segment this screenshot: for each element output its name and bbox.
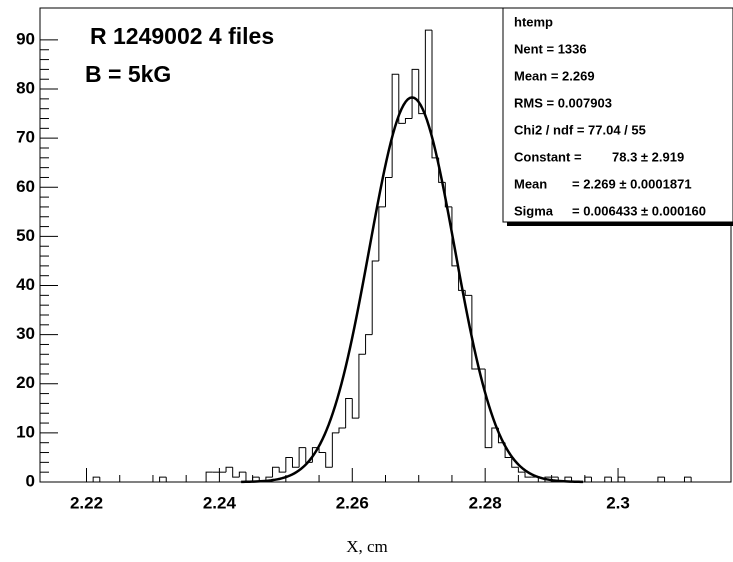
histogram-bin xyxy=(657,476,665,482)
histogram-bin xyxy=(444,182,452,208)
y-tick-label: 90 xyxy=(16,29,35,48)
histogram-bin xyxy=(99,477,107,483)
histogram-bin xyxy=(92,476,100,482)
stats-value: = 2.269 ± 0.0001871 xyxy=(572,176,692,191)
x-tick-label: 2.3 xyxy=(606,493,630,512)
histogram-bin xyxy=(331,432,339,468)
histogram-bin xyxy=(305,447,313,463)
histogram-bin xyxy=(584,476,592,482)
histogram-bin xyxy=(391,73,399,178)
histogram-bin xyxy=(371,260,379,335)
histogram-bin xyxy=(351,398,359,419)
x-axis-label: X, cm xyxy=(346,537,388,556)
histogram-bin xyxy=(617,476,625,482)
histogram-bin xyxy=(285,456,293,473)
y-tick-label: 40 xyxy=(16,275,35,294)
x-tick-label: 2.28 xyxy=(469,493,502,512)
histogram-bin xyxy=(365,334,373,355)
histogram-bin xyxy=(232,467,240,478)
stats-label: Mean xyxy=(514,176,547,191)
y-tick-label: 0 xyxy=(26,471,35,490)
histogram-bin xyxy=(325,452,333,468)
histogram-bin xyxy=(252,476,260,482)
histogram-bin xyxy=(690,477,698,483)
histogram-bin xyxy=(544,476,552,482)
histogram-bin xyxy=(338,427,346,433)
histogram-bin xyxy=(590,477,599,483)
y-tick-label: 70 xyxy=(16,128,35,147)
y-tick-label: 30 xyxy=(16,324,35,343)
histogram-bin xyxy=(159,476,167,482)
histogram-bin xyxy=(424,29,433,114)
y-tick-label: 10 xyxy=(16,422,35,441)
stats-label: Chi2 / ndf = 77.04 / 55 xyxy=(514,122,646,137)
histogram-bin xyxy=(385,176,393,207)
fit-curve xyxy=(241,96,584,484)
histogram-bin xyxy=(404,118,413,124)
histogram-bin xyxy=(291,457,300,468)
stats-title: htemp xyxy=(514,14,553,29)
stats-label: RMS = 0.007903 xyxy=(514,95,612,110)
histogram-bin xyxy=(358,353,366,419)
histogram-bin xyxy=(537,477,545,483)
histogram-bin xyxy=(464,290,472,296)
x-tick-label: 2.26 xyxy=(336,493,369,512)
histogram-bin xyxy=(664,477,672,483)
annotation: B = 5kG xyxy=(85,61,171,87)
histogram-bin xyxy=(278,467,286,473)
histogram-bin xyxy=(165,477,173,483)
histogram-bin xyxy=(298,447,306,468)
stats-value: 78.3 ± 2.919 xyxy=(612,149,684,164)
y-tick-label: 80 xyxy=(16,79,35,98)
histogram-bin xyxy=(683,476,692,482)
y-tick-label: 20 xyxy=(16,373,35,392)
stats-label: Constant = xyxy=(514,149,582,164)
stats-value: = 0.006433 ± 0.000160 xyxy=(572,203,706,218)
y-tick-label: 60 xyxy=(16,177,35,196)
histogram-bin xyxy=(624,477,632,483)
histogram-bin xyxy=(418,69,426,115)
histogram-bin xyxy=(378,206,386,261)
histogram-bin xyxy=(205,471,213,482)
histogram-bin xyxy=(471,295,479,370)
histogram-bin xyxy=(225,466,233,473)
stats-label: Nent = 1336 xyxy=(514,41,587,56)
histogram-bin xyxy=(511,457,519,468)
stats-panel xyxy=(502,7,733,223)
stats-box: htemp Nent = 1336 Mean = 2.269 RMS = 0.007… xyxy=(502,7,733,226)
histogram-bin xyxy=(345,397,353,428)
y-tick-label: 50 xyxy=(16,226,35,245)
histogram-bin xyxy=(398,74,406,124)
histogram-bin xyxy=(318,447,326,454)
stats-label: Sigma xyxy=(514,203,554,218)
histogram-bin xyxy=(517,467,526,473)
x-tick-label: 2.22 xyxy=(70,493,103,512)
histogram-bin xyxy=(238,471,246,478)
histogram-bin xyxy=(524,472,532,478)
stats-label: Mean = 2.269 xyxy=(514,68,595,83)
histogram-bin xyxy=(411,68,419,119)
histogram-bin xyxy=(610,477,619,483)
histogram-bin xyxy=(272,466,280,478)
annotation: R 1249002 4 files xyxy=(90,23,274,49)
x-tick-label: 2.24 xyxy=(203,493,237,512)
histogram-bin xyxy=(604,476,612,482)
